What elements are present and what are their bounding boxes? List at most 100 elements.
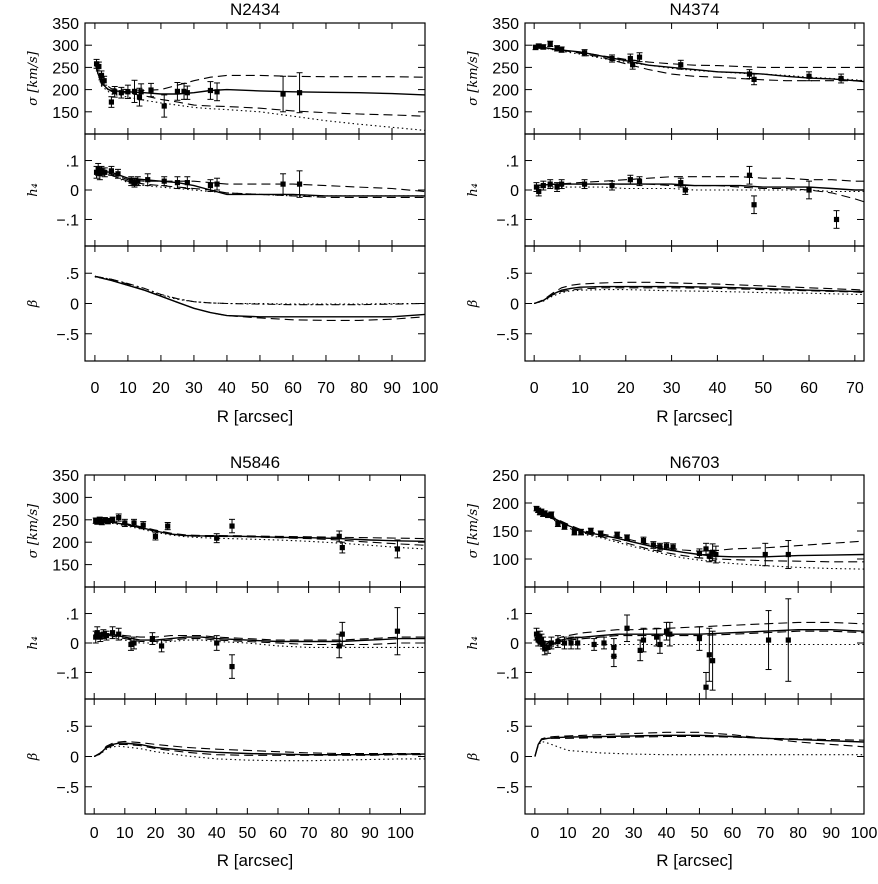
data-marker (181, 88, 187, 94)
data-point (108, 96, 115, 108)
chart-title: N6703 (669, 453, 719, 472)
data-point (131, 177, 138, 188)
model-curve-dashed-1 (94, 275, 425, 321)
x-tick-label: 40 (218, 380, 236, 397)
data-point (571, 528, 578, 536)
y-tick-label: 250 (492, 468, 519, 485)
data-point (115, 513, 122, 522)
data-marker (751, 202, 757, 208)
data-marker (97, 634, 103, 640)
x-tick-label: 20 (147, 825, 165, 842)
model-curve-dotted-3 (94, 633, 425, 648)
panel-plot-area (532, 40, 864, 86)
data-marker (103, 633, 110, 639)
data-point (670, 543, 677, 552)
y-axis-label: σ [km/s] (26, 50, 41, 105)
model-curve-dashed-2 (534, 183, 864, 203)
y-axis-label: σ [km/s] (466, 50, 481, 105)
data-marker (559, 181, 565, 187)
data-marker (93, 634, 99, 640)
data-marker (624, 535, 630, 541)
data-point (627, 174, 634, 185)
data-marker (663, 628, 670, 634)
x-axis-label: R [arcsec] (656, 407, 733, 426)
data-point (629, 59, 636, 70)
model-curve-dashdot-2 (94, 275, 425, 306)
data-marker (578, 529, 584, 535)
data-marker (670, 544, 676, 550)
y-tick-label: −.1 (56, 665, 79, 682)
model-curve-dashed-1 (94, 519, 425, 540)
x-axis-label: R [arcsec] (656, 851, 733, 870)
y-axis-label: β (466, 753, 481, 762)
y-tick-label: 0 (70, 297, 79, 314)
data-marker (98, 168, 105, 174)
data-point (624, 614, 631, 643)
data-marker (116, 514, 122, 521)
y-tick-label: 0 (70, 636, 79, 653)
y-tick-label: −.5 (496, 327, 519, 344)
model-curve-dotted-3 (534, 508, 864, 570)
data-marker (184, 90, 190, 96)
data-point (118, 86, 125, 99)
data-point (121, 518, 128, 528)
data-marker (703, 684, 709, 690)
data-marker (654, 634, 660, 640)
data-point (762, 542, 769, 567)
x-tick-label: 30 (625, 825, 643, 842)
model-curve-dotted-3 (534, 740, 864, 757)
data-marker (611, 644, 617, 651)
data-point (806, 180, 813, 200)
data-point (609, 54, 616, 63)
data-marker (140, 522, 146, 528)
data-point (131, 79, 138, 103)
data-point (663, 621, 670, 641)
data-marker (339, 631, 345, 637)
data-marker (678, 62, 684, 68)
data-marker (598, 531, 604, 537)
y-tick-label: 0 (510, 183, 519, 200)
data-point (214, 82, 221, 102)
data-point (751, 73, 758, 86)
data-point (666, 621, 673, 647)
data-point (838, 73, 845, 84)
y-axis-label: h₄ (466, 183, 481, 197)
x-tick-label: 10 (119, 380, 137, 397)
data-marker (214, 89, 220, 95)
data-marker (131, 180, 138, 186)
model-curve-dashed-1 (534, 508, 864, 552)
model-curve-dashed-1 (534, 45, 864, 68)
data-point (640, 627, 647, 653)
data-point (636, 176, 643, 187)
data-point (124, 84, 131, 99)
data-point (656, 542, 663, 551)
data-point (746, 165, 753, 185)
data-point (547, 179, 554, 190)
data-marker (532, 44, 539, 51)
data-marker (102, 517, 108, 523)
data-marker (667, 631, 673, 637)
y-axis-label: β (466, 300, 481, 309)
data-point (540, 44, 547, 50)
panel-plot-area (92, 607, 425, 679)
x-tick-label: 50 (238, 825, 256, 842)
x-tick-label: 80 (789, 825, 807, 842)
data-point (229, 518, 236, 534)
data-point (174, 176, 181, 190)
data-marker (537, 634, 543, 640)
data-marker (650, 542, 656, 548)
data-point (663, 542, 670, 550)
data-point (703, 671, 710, 699)
x-tick-label: 0 (90, 380, 99, 397)
x-tick-label: 60 (800, 380, 818, 397)
data-marker (339, 544, 345, 551)
data-point (540, 180, 547, 191)
data-marker (112, 89, 118, 95)
data-point (548, 511, 555, 517)
x-tick-label: 40 (709, 380, 727, 397)
data-marker (214, 640, 220, 646)
x-tick-label: 20 (617, 380, 635, 397)
data-point (558, 46, 565, 53)
data-marker (630, 62, 636, 68)
